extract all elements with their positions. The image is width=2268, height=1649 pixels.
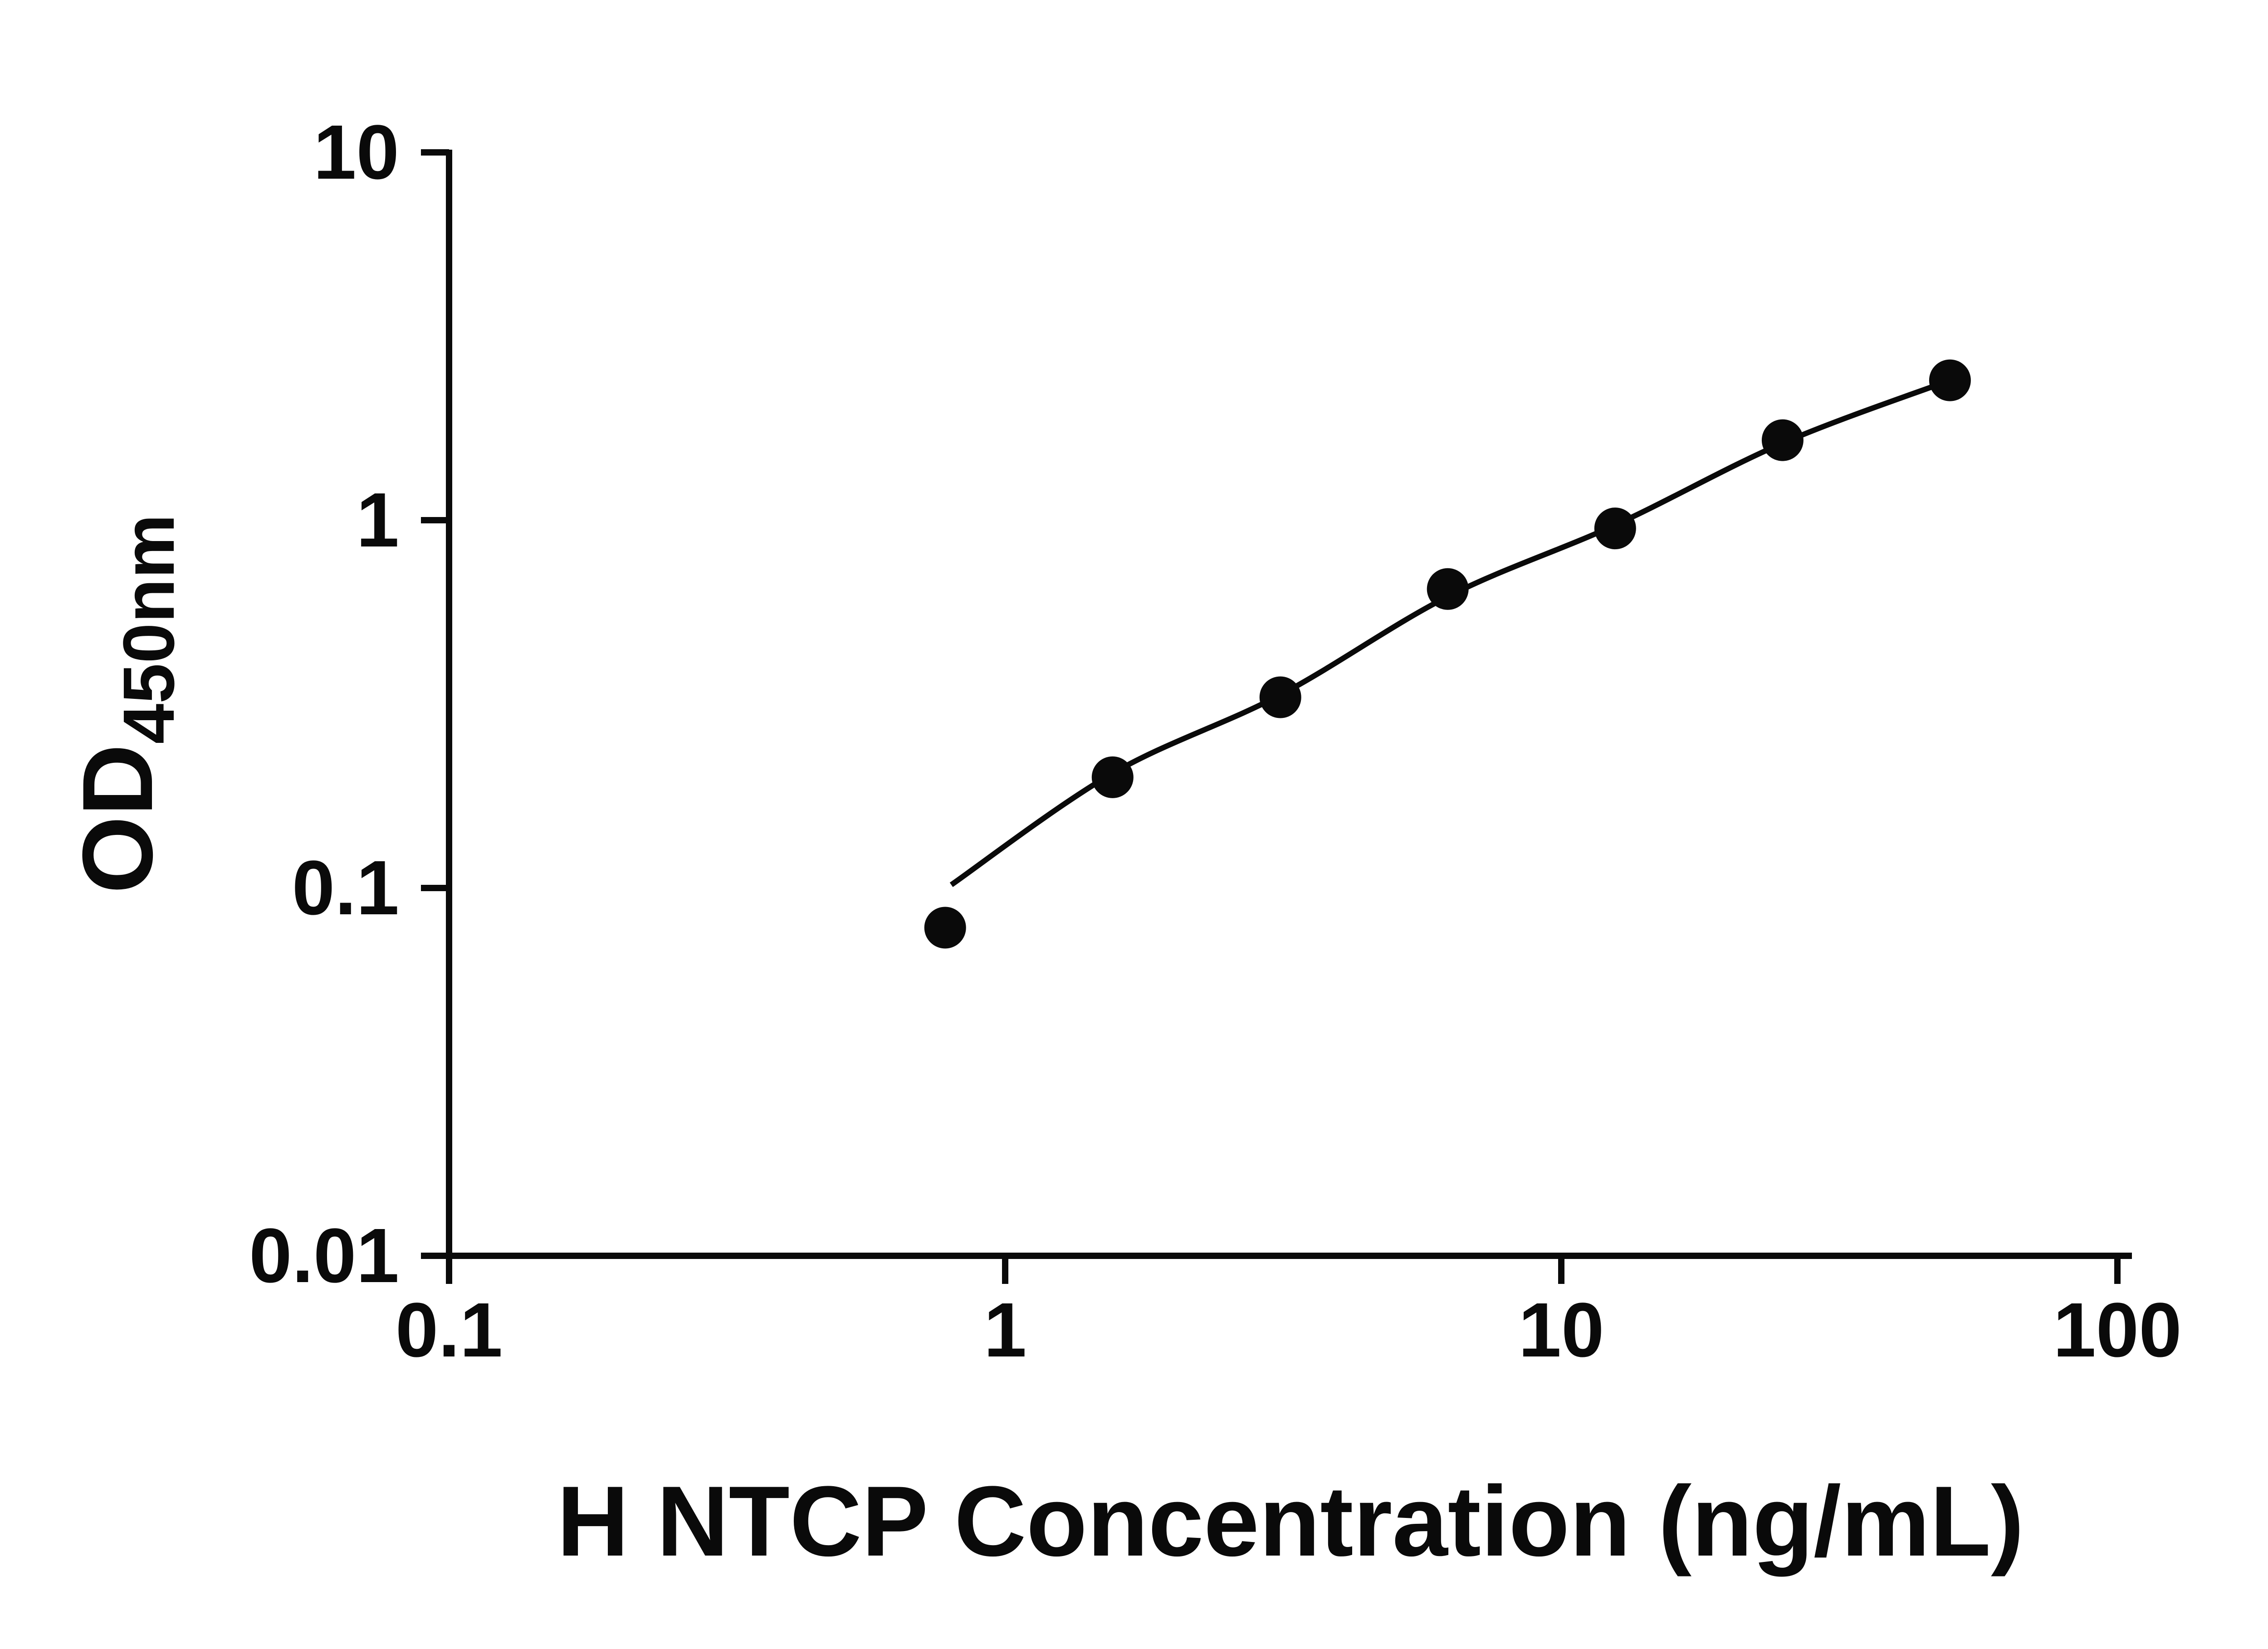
x-tick-label: 10 [1518, 1287, 1604, 1373]
data-point [924, 907, 966, 949]
x-tick-label: 100 [2053, 1287, 2182, 1373]
data-point [1091, 756, 1134, 798]
x-axis-title: H NTCP Concentration (ng/mL) [557, 1465, 2024, 1577]
data-point [1427, 568, 1469, 610]
y-tick-label: 10 [313, 109, 399, 195]
x-tick-label: 1 [984, 1287, 1027, 1373]
fit-curve [949, 377, 1951, 887]
data-point [1761, 419, 1804, 461]
x-tick-label: 0.1 [396, 1287, 503, 1373]
y-tick-label: 0.01 [249, 1213, 399, 1299]
y-tick-label: 1 [356, 477, 399, 563]
data-point [1259, 676, 1301, 718]
y-axis-title-main: OD [62, 744, 173, 893]
y-axis-title: OD450nm [62, 514, 189, 894]
data-point [1594, 507, 1636, 550]
data-point [1929, 359, 1971, 401]
y-axis-title-sub: 450nm [108, 514, 189, 744]
y-tick-label: 0.1 [292, 845, 399, 931]
